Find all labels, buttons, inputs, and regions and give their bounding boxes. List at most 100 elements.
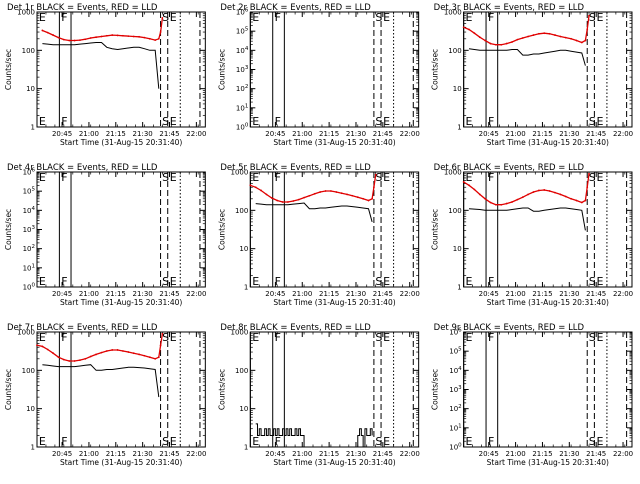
- marker-label-bottom: E: [596, 275, 603, 288]
- x-tick-label: 20:45: [479, 130, 499, 138]
- y-tick-label: 106: [23, 168, 36, 177]
- lld-point: [249, 184, 252, 187]
- lld-point: [532, 191, 535, 193]
- x-tick-label: 21:30: [133, 450, 153, 458]
- panel-title: Det 6r BLACK = Events, RED = LLD: [434, 163, 585, 173]
- y-tick-label: 1: [31, 444, 35, 452]
- lld-point: [270, 197, 273, 199]
- lld-point: [330, 190, 332, 192]
- lld-point: [62, 38, 65, 41]
- x-tick-label: 21:30: [346, 290, 366, 298]
- y-tick-label: 1: [244, 444, 248, 452]
- y-tick-label: 100: [449, 443, 462, 452]
- y-tick-label: 1000: [17, 329, 35, 337]
- lld-point: [308, 194, 311, 197]
- x-tick-label: 21:00: [505, 450, 525, 458]
- series-events: [42, 42, 160, 89]
- lld-point: [516, 38, 519, 41]
- lld-point: [154, 357, 157, 360]
- x-tick-label: 21:30: [133, 130, 153, 138]
- lld-point: [319, 191, 322, 193]
- lld-point: [527, 193, 530, 196]
- lld-point: [84, 38, 87, 41]
- lld-point: [580, 201, 583, 204]
- x-tick-label: 21:00: [79, 290, 99, 298]
- marker-label-top: S: [589, 331, 596, 344]
- lld-point: [276, 199, 279, 202]
- y-tick-label: 10: [453, 85, 462, 93]
- x-tick-label: 22:00: [186, 130, 206, 138]
- lld-point: [367, 199, 370, 202]
- lld-point: [100, 351, 103, 354]
- x-tick-label: 21:45: [373, 130, 393, 138]
- y-tick-label: 104: [449, 366, 462, 375]
- lld-point: [143, 36, 146, 39]
- marker-label-bottom: E: [466, 275, 473, 288]
- lld-point: [79, 39, 81, 41]
- lld-point: [494, 203, 497, 206]
- panel-title: Det 8r BLACK = Events, RED = LLD: [220, 323, 371, 333]
- lld-point: [564, 195, 567, 198]
- marker-label-top: E: [39, 11, 46, 24]
- marker-label-top: S: [375, 11, 382, 24]
- panel-det3: Det 3r BLACK = Events, RED = LLD 1 10 100 10…: [431, 3, 633, 147]
- lld-point: [580, 41, 583, 44]
- lld-point: [548, 32, 551, 35]
- lld-point: [494, 43, 497, 46]
- lld-point: [100, 35, 103, 38]
- lld-point: [157, 37, 160, 40]
- marker-label-top: E: [252, 11, 259, 24]
- marker-label-bottom: E: [596, 115, 603, 128]
- lld-point: [521, 196, 524, 199]
- lld-point: [575, 39, 578, 42]
- marker-label-top: E: [466, 11, 473, 24]
- marker-label-top: S: [162, 11, 169, 24]
- x-tick-label: 20:45: [479, 290, 499, 298]
- x-tick-label: 21:30: [559, 130, 579, 138]
- lld-point: [559, 193, 562, 196]
- lld-point: [356, 196, 359, 199]
- lld-point: [313, 192, 316, 195]
- series-lld: [36, 333, 164, 362]
- x-tick-label: 22:00: [186, 450, 206, 458]
- marker-label-top: E: [596, 11, 603, 24]
- marker-label-top: E: [596, 331, 603, 344]
- lld-point: [52, 34, 55, 36]
- panel-det2: Det 2r BLACK = Events, RED = LLD 100 101 10…: [217, 3, 419, 147]
- lld-point: [500, 43, 503, 46]
- y-tick-label: 1: [457, 284, 461, 292]
- lld-point: [374, 173, 377, 176]
- lld-point: [111, 34, 114, 36]
- lld-point: [372, 186, 375, 189]
- marker-label-bottom: F: [275, 115, 281, 128]
- lld-point: [351, 194, 354, 197]
- lld-point: [73, 360, 76, 362]
- lld-point: [584, 39, 587, 42]
- lld-point: [570, 37, 573, 40]
- lld-point: [335, 191, 338, 193]
- marker-label-top: E: [383, 331, 390, 344]
- x-tick-label: 21:15: [532, 290, 552, 298]
- lld-point: [588, 14, 590, 17]
- x-tick-label: 20:45: [52, 130, 72, 138]
- y-tick-label: 105: [23, 187, 36, 196]
- y-tick-label: 100: [235, 367, 248, 375]
- panel-det7: Det 7r BLACK = Events, RED = LLD 1 10 100 10…: [4, 323, 206, 467]
- y-tick-label: 106: [449, 328, 462, 337]
- lld-point: [473, 188, 476, 191]
- series-lld: [250, 174, 377, 203]
- marker-label-bottom: F: [61, 275, 67, 288]
- x-tick-label: 21:45: [159, 450, 179, 458]
- marker-label-bottom: S: [589, 115, 596, 128]
- series-events: [255, 202, 373, 223]
- y-tick-label: 1000: [231, 329, 249, 337]
- y-tick-label: 1000: [444, 9, 462, 17]
- lld-point: [73, 39, 76, 42]
- marker-label-top: E: [466, 331, 473, 344]
- lld-point: [62, 358, 65, 361]
- x-axis-label: Start Time (31-Aug-15 20:31:40): [60, 138, 182, 147]
- lld-point: [265, 193, 268, 196]
- x-tick-label: 21:15: [319, 290, 339, 298]
- y-axis-label: Counts/sec: [4, 49, 13, 90]
- y-axis-label: Counts/sec: [4, 369, 13, 410]
